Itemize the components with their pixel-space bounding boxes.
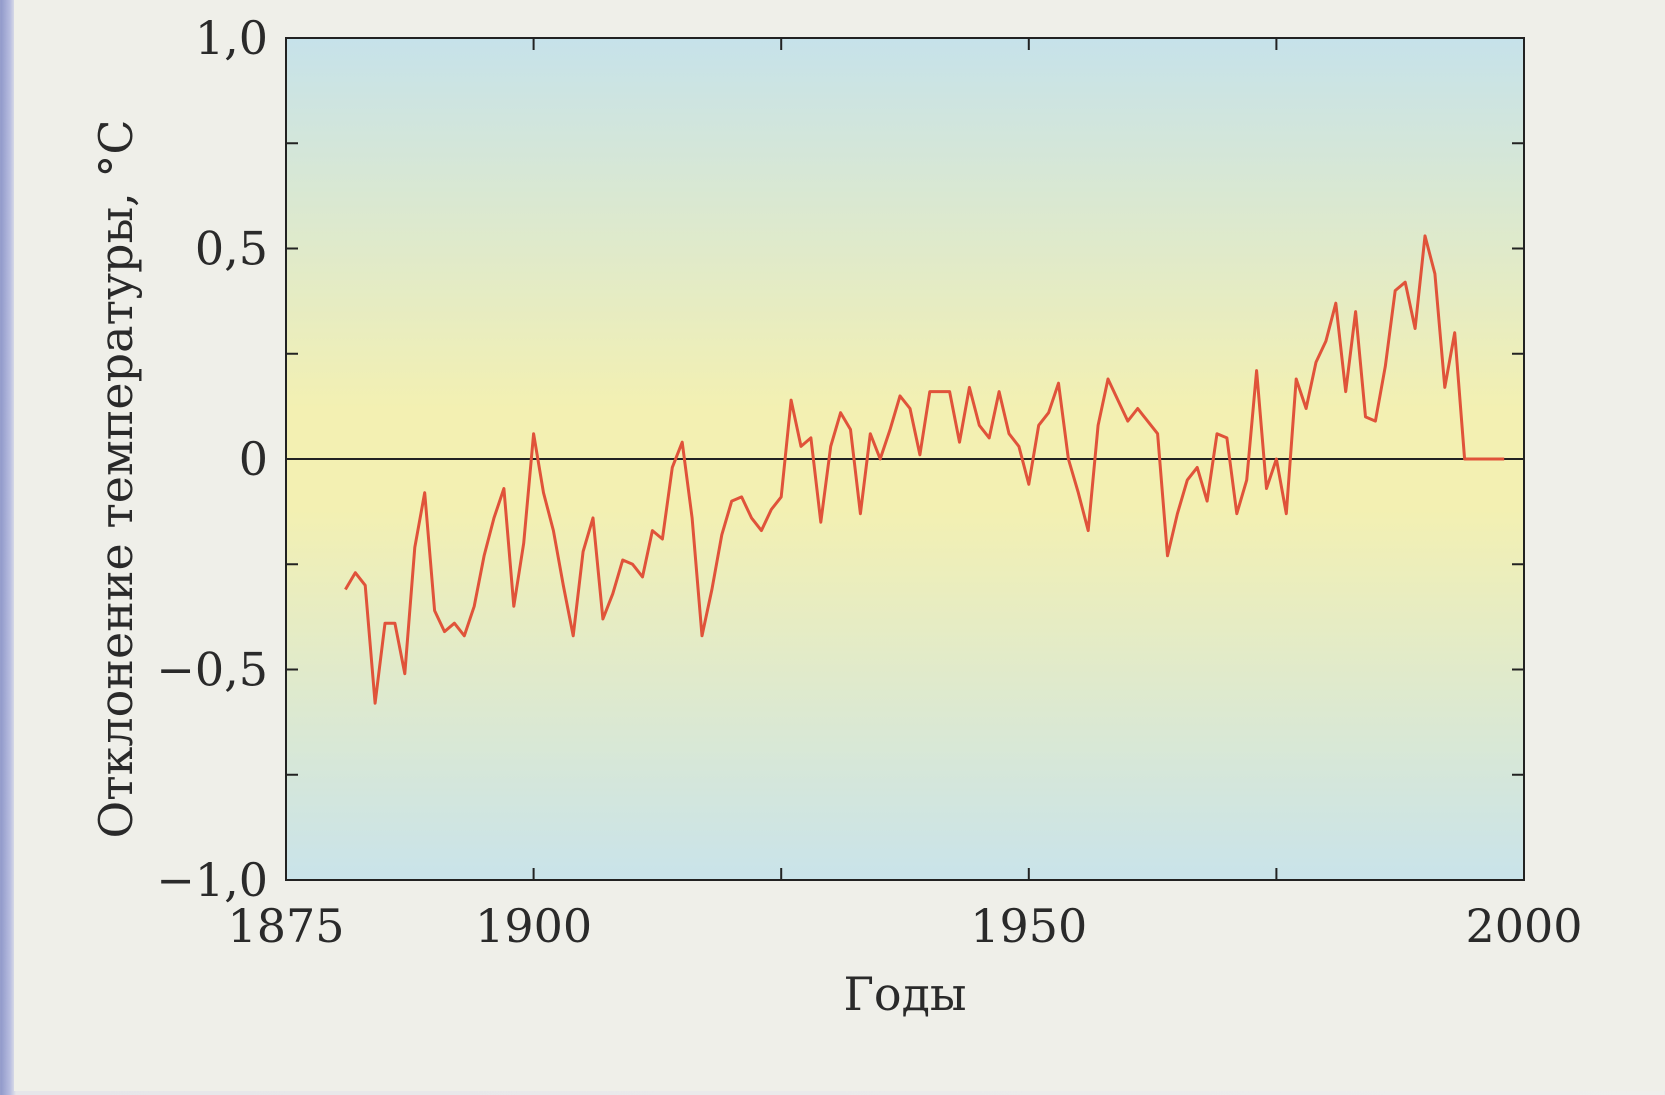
x-axis-label: Годы bbox=[843, 967, 966, 1021]
y-tick-label: 0 bbox=[239, 432, 268, 486]
y-tick-label: −0,5 bbox=[156, 643, 268, 697]
y-tick-label: 1,0 bbox=[195, 11, 268, 65]
x-tick-label: 1900 bbox=[475, 899, 592, 953]
y-axis-label: Отклонение температуры, °C bbox=[89, 119, 143, 838]
x-tick-label: 1950 bbox=[970, 899, 1087, 953]
x-tick-label: 1875 bbox=[227, 899, 344, 953]
y-tick-label: 0,5 bbox=[195, 222, 268, 276]
x-tick-label: 2000 bbox=[1465, 899, 1582, 953]
